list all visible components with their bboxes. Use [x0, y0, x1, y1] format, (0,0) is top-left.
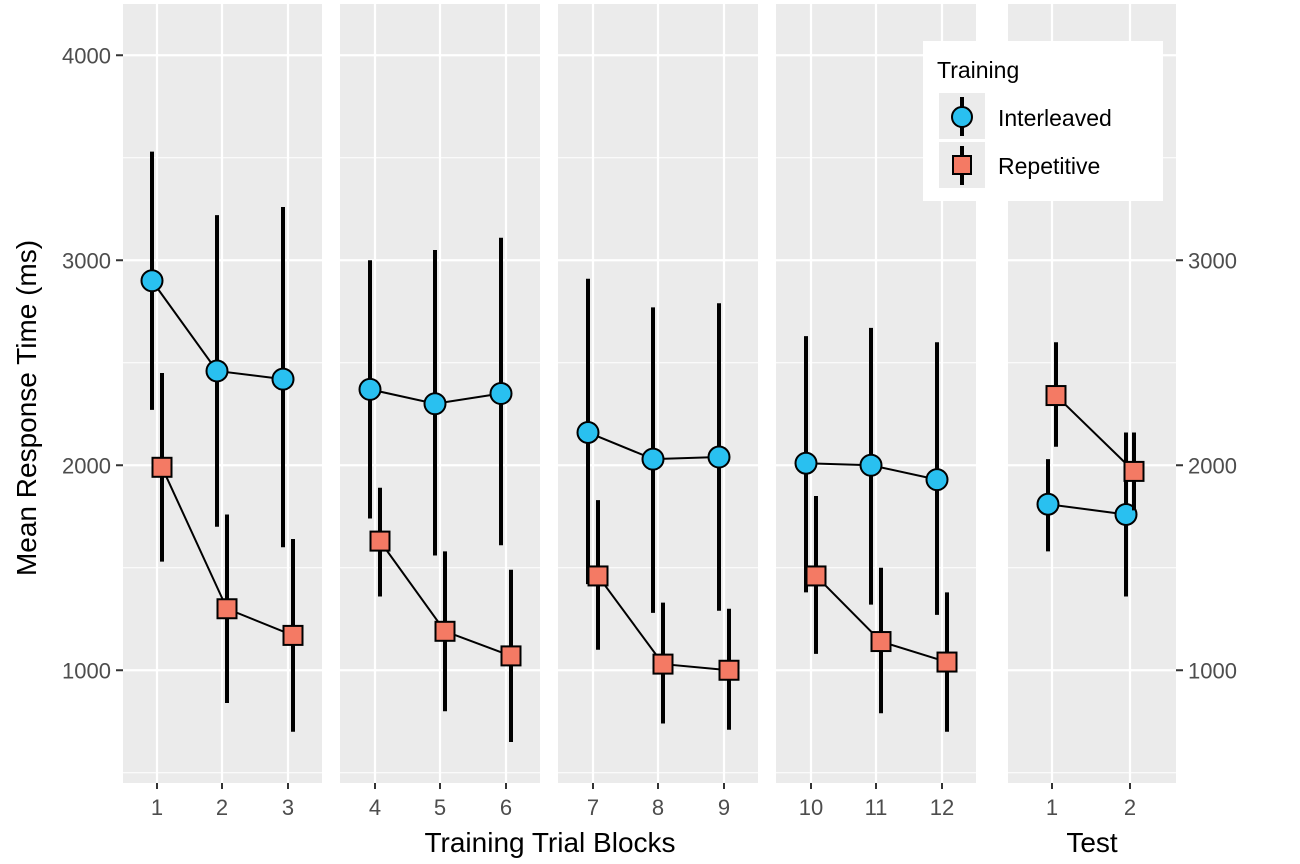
point-interleaved — [794, 451, 818, 475]
y-axis-title: Mean Response Time (ms) — [11, 240, 42, 576]
point-repetitive — [652, 653, 674, 675]
point-repetitive — [369, 530, 391, 552]
point-repetitive — [587, 565, 609, 587]
x-tick-label: 7 — [587, 795, 599, 820]
legend-title: Training — [937, 57, 1019, 83]
x-tick-label: 3 — [282, 795, 294, 820]
x-tick-label: 2 — [1124, 795, 1136, 820]
point-interleaved — [707, 445, 731, 469]
legend-marker-repetitive — [952, 155, 972, 175]
panel-1 — [123, 4, 322, 783]
x-tick-label: 10 — [799, 795, 823, 820]
point-repetitive — [936, 651, 958, 673]
point-repetitive — [805, 565, 827, 587]
x-tick-label: 4 — [369, 795, 381, 820]
point-repetitive — [434, 620, 456, 642]
left-y-tick-label: 3000 — [62, 248, 111, 273]
x-tick-label: 9 — [718, 795, 730, 820]
x-tick-label: 8 — [652, 795, 664, 820]
x-tick-label: 12 — [930, 795, 954, 820]
panel-3 — [558, 4, 758, 783]
x-axis-title-test: Test — [1066, 827, 1118, 858]
x-tick-label: 1 — [1046, 795, 1058, 820]
left-y-tick-label: 1000 — [62, 658, 111, 683]
point-interleaved — [489, 382, 513, 405]
right-y-tick-label: 1000 — [1188, 658, 1237, 683]
point-interleaved — [576, 420, 600, 444]
point-repetitive — [500, 645, 522, 667]
right-y-tick-label: 2000 — [1188, 453, 1237, 478]
point-interleaved — [641, 447, 665, 471]
left-y-tick-label: 2000 — [62, 453, 111, 478]
x-tick-label: 1 — [151, 795, 163, 820]
point-interleaved — [271, 367, 295, 391]
point-interleaved — [859, 453, 883, 477]
legend-label-interleaved: Interleaved — [998, 105, 1112, 131]
point-repetitive — [216, 598, 238, 620]
x-tick-label: 6 — [500, 795, 512, 820]
legend-label-repetitive: Repetitive — [998, 153, 1100, 179]
point-interleaved — [140, 269, 164, 293]
point-repetitive — [1045, 385, 1067, 407]
x-axis-title-training: Training Trial Blocks — [424, 827, 675, 858]
point-interleaved — [925, 468, 949, 492]
point-repetitive — [282, 624, 304, 646]
panel-2 — [340, 4, 540, 783]
series-line-repetitive — [1055, 394, 1135, 473]
series-line-interleaved — [1047, 503, 1127, 516]
x-tick-label: 5 — [434, 795, 446, 820]
point-interleaved — [1036, 492, 1060, 516]
point-interleaved — [205, 359, 229, 383]
x-tick-label: 2 — [216, 795, 228, 820]
x-tick-label: 11 — [865, 795, 888, 820]
point-interleaved — [423, 392, 447, 416]
point-interleaved — [358, 377, 382, 401]
point-interleaved — [1114, 502, 1138, 526]
point-repetitive — [151, 456, 173, 478]
left-y-tick-label: 4000 — [62, 43, 111, 68]
right-y-tick-label: 3000 — [1188, 248, 1237, 273]
point-repetitive — [1123, 460, 1145, 482]
legend: Training Interleaved Repetitive — [923, 41, 1163, 201]
point-repetitive — [718, 659, 740, 681]
point-repetitive — [870, 631, 892, 653]
legend-marker-interleaved — [951, 106, 973, 128]
